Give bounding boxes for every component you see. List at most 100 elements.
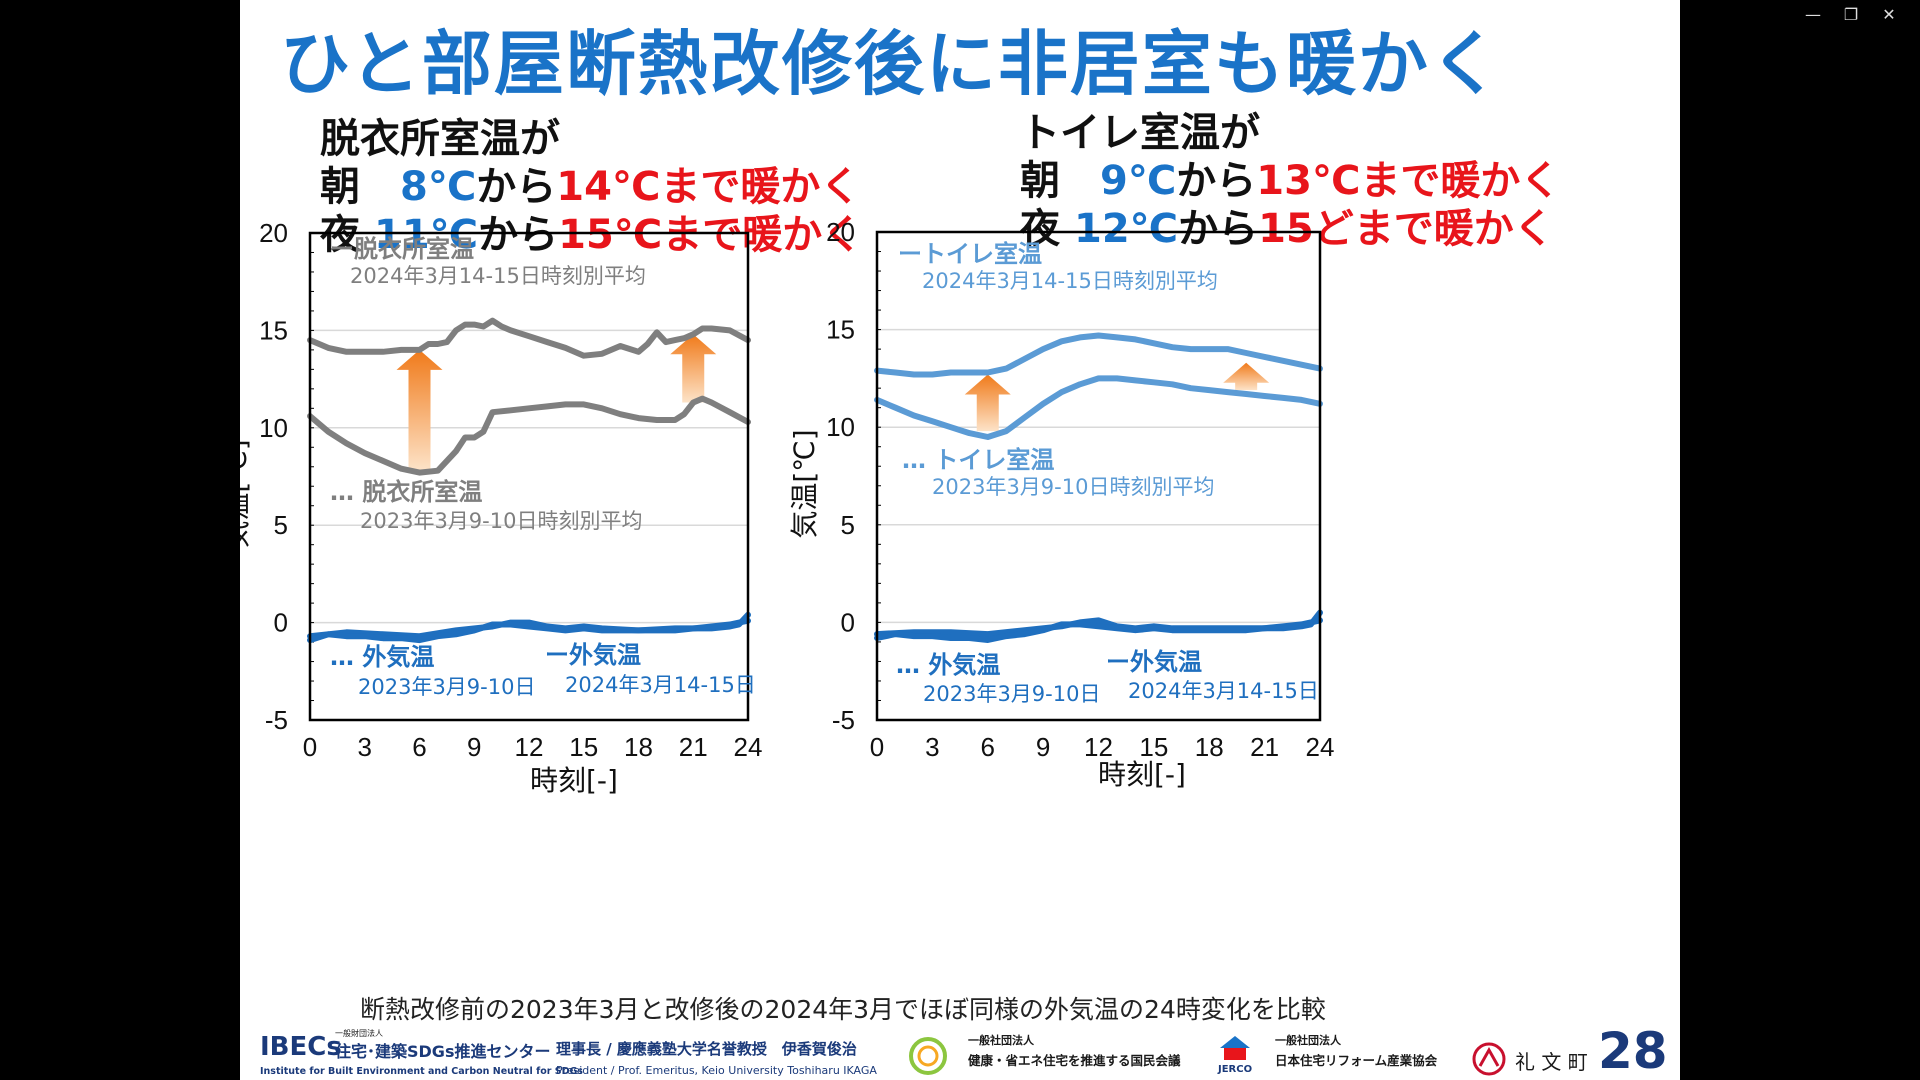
changing-room-temperature-chart: 20 15 10 5 0 -5 0 3 6 9 12 15 18 21 24 時刻[-] 気温[℃] ー脱衣所室温…	[240, 218, 763, 797]
x-tick-label: 18	[1195, 732, 1224, 762]
outdoor-period-previous: 2023年3月9-10日	[358, 675, 535, 699]
x-tick-label: 9	[467, 732, 481, 762]
kara-text: から	[1178, 206, 1259, 252]
series-line-1	[874, 332, 1323, 378]
series-label-current: ー脱衣所室温	[330, 235, 474, 263]
x-tick-label: 15	[569, 732, 598, 762]
morning-label: 朝	[1020, 158, 1060, 204]
jerco-house-icon	[1220, 1036, 1250, 1060]
left-heading-text: 脱衣所室温が	[320, 116, 560, 162]
x-tick-label: 12	[515, 732, 544, 762]
footer-note: 断熱改修前の2023年3月と改修後の2024年3月でほぼ同様の外気温の24時変化…	[360, 995, 1326, 1024]
x-tick-label: 18	[624, 732, 653, 762]
left-heading-line-2: 朝 8℃から14℃まで暖かく	[320, 164, 860, 210]
jerco-label: JERCO	[1218, 1064, 1253, 1075]
series-period-previous: 2023年3月9-10日時刻別平均	[932, 475, 1214, 499]
outdoor-period-previous: 2023年3月9-10日	[923, 682, 1100, 706]
y-tick-label: 0	[274, 608, 288, 638]
y-tick-label: 0	[841, 607, 855, 637]
left-morning-from: 8℃	[400, 164, 477, 210]
org3-name: 日本住宅リフォーム産業協会	[1275, 1053, 1438, 1068]
right-morning-to: 13℃まで暖かく	[1256, 158, 1561, 204]
x-tick-label: 3	[358, 732, 372, 762]
y-tick-label: 20	[259, 218, 288, 248]
kara-text: から	[1176, 158, 1257, 204]
series-line-4	[874, 617, 1323, 643]
y-tick-label: 15	[259, 315, 288, 345]
series-line-2	[874, 375, 1323, 440]
health-housing-logo-icon	[909, 1037, 947, 1075]
ibecs-english-name: Institute for Built Environment and Carb…	[260, 1066, 583, 1077]
right-night-to: 15どまで暖かく	[1258, 206, 1554, 252]
x-tick-label: 9	[1036, 732, 1050, 762]
org2-small-label: 一般社団法人	[968, 1034, 1034, 1047]
plot-area-frame	[308, 231, 750, 722]
left-night-from: 11℃	[374, 212, 479, 258]
minimize-button[interactable]: —	[1805, 5, 1821, 24]
x-tick-label: 0	[303, 732, 317, 762]
series-line-4	[307, 617, 751, 644]
series-label-current: ートイレ室温	[898, 240, 1042, 268]
y-tick-label: 10	[259, 413, 288, 443]
outdoor-label-previous: … 外気温	[896, 651, 1000, 679]
right-night-from: 12℃	[1074, 206, 1179, 252]
ibecs-name: 住宅･建築SDGs推進センター	[335, 1042, 551, 1061]
night-label: 夜	[1020, 206, 1060, 252]
series-label-previous: … トイレ室温	[902, 446, 1054, 474]
y-axis-label: 気温[℃]	[788, 429, 821, 538]
kara-text: から	[476, 164, 557, 210]
series-label-previous: … 脱衣所室温	[330, 478, 482, 506]
right-morning-from: 9℃	[1100, 158, 1177, 204]
x-tick-label: 24	[734, 732, 763, 762]
increase-arrow	[396, 349, 443, 471]
left-heading-line-3: 夜 11℃から15℃まで暖かく	[320, 212, 862, 258]
x-tick-label: 0	[870, 732, 884, 762]
right-heading-line-1: トイレ室温が	[1020, 110, 1260, 156]
close-button[interactable]: ✕	[1882, 5, 1896, 24]
outdoor-label-current: ー外気温	[545, 641, 641, 669]
right-heading-line-3: 夜 12℃から15どまで暖かく	[1020, 206, 1554, 252]
x-tick-label: 6	[412, 732, 426, 762]
x-tick-label: 15	[1139, 732, 1168, 762]
series-line-2	[307, 395, 751, 476]
x-tick-label: 24	[1306, 732, 1335, 762]
increase-arrow	[670, 334, 717, 403]
series-period-current: 2024年3月14-15日時刻別平均	[922, 269, 1218, 293]
series-period-current: 2024年3月14-15日時刻別平均	[350, 264, 646, 288]
president-english: President / Prof. Emeritus, Keio Univers…	[556, 1064, 877, 1077]
y-tick-label: 5	[841, 510, 855, 540]
rebun-town-emblem-icon	[1472, 1042, 1506, 1076]
outdoor-label-previous: … 外気温	[330, 643, 434, 671]
toilet-temperature-chart: 20 15 10 5 0 -5 0 3 6 9 12 15 18 21 24 時刻[-] 気温[℃] ートイレ室温…	[788, 217, 1335, 791]
x-tick-label: 21	[679, 732, 708, 762]
y-tick-label: 5	[274, 510, 288, 540]
plot-area-frame	[875, 230, 1322, 722]
outdoor-period-current: 2024年3月14-15日	[565, 673, 756, 697]
y-tick-label: -5	[832, 705, 855, 735]
x-axis-label: 時刻[-]	[1098, 758, 1186, 791]
left-heading-line-1: 脱衣所室温が	[320, 116, 560, 162]
series-line-1	[307, 317, 751, 359]
series-period-previous: 2023年3月9-10日時刻別平均	[360, 509, 642, 533]
left-morning-to: 14℃まで暖かく	[556, 164, 861, 210]
y-tick-label: 10	[826, 412, 855, 442]
y-axis-label: 気温[℃]	[240, 439, 253, 548]
outdoor-period-current: 2024年3月14-15日	[1128, 679, 1319, 703]
page-number: 28	[1598, 1022, 1668, 1080]
ibecs-small-label: 一般財団法人	[335, 1029, 383, 1038]
org3-small-label: 一般社団法人	[1275, 1034, 1341, 1047]
kara-text: から	[478, 212, 559, 258]
president-japanese: 理事長 / 慶應義塾大学名誉教授 伊香賀俊治	[556, 1040, 857, 1058]
x-tick-label: 6	[981, 732, 995, 762]
y-tick-label: 15	[826, 315, 855, 345]
increase-arrow	[964, 374, 1011, 432]
y-tick-label: -5	[265, 705, 288, 735]
right-heading-text: トイレ室温が	[1020, 110, 1260, 156]
org2-name: 健康・省エネ住宅を推進する国民会議	[968, 1053, 1181, 1068]
y-tick-label: 20	[826, 217, 855, 247]
night-label: 夜	[320, 212, 360, 258]
restore-button[interactable]: ❐	[1843, 5, 1859, 24]
x-axis-label: 時刻[-]	[530, 764, 618, 797]
rebun-town-name: 礼 文 町	[1515, 1050, 1588, 1074]
x-tick-label: 21	[1250, 732, 1279, 762]
